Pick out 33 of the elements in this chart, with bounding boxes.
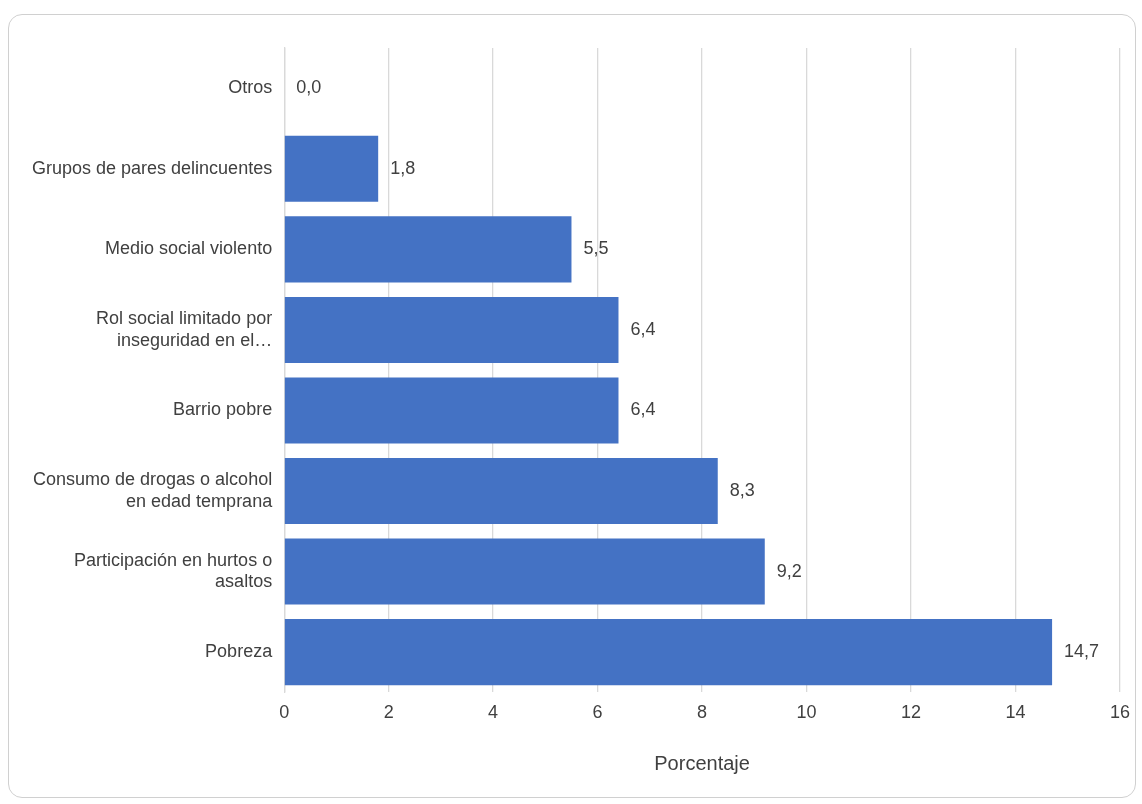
x-tick-label: 0: [279, 702, 290, 723]
y-tick-label: Barrio pobre: [173, 399, 273, 420]
data-label: 9,2: [776, 560, 802, 581]
x-tick-label: 2: [383, 702, 394, 723]
data-label: 5,5: [583, 238, 609, 259]
y-tick-label: Pobreza: [205, 641, 274, 662]
data-label: 0,0: [296, 77, 322, 98]
bar: [284, 216, 572, 283]
bar: [284, 619, 1053, 686]
data-label: 6,4: [630, 399, 656, 420]
x-axis-title: Porcentaje: [654, 751, 750, 774]
bar: [284, 296, 619, 363]
y-tick-label: Participación en hurtos o asaltos: [74, 549, 273, 592]
x-tick-label: 14: [1005, 702, 1026, 723]
x-tick-label: 12: [901, 702, 922, 723]
data-label: 8,3: [729, 479, 755, 500]
x-tick-label: 4: [488, 702, 499, 723]
bar: [284, 135, 379, 202]
x-tick-label: 6: [592, 702, 603, 723]
x-tick-label: 16: [1109, 702, 1131, 723]
data-label: 14,7: [1064, 641, 1100, 662]
y-tick-label: Otros: [228, 77, 273, 98]
y-tick-label: Consumo de drogas o alcohol en edad temprana: [33, 469, 274, 511]
y-tick-label: Grupos de pares delincuentes: [32, 157, 273, 178]
bar: [284, 377, 619, 444]
x-tick-label: 10: [796, 702, 817, 723]
bar: [284, 538, 765, 605]
bar: [284, 458, 718, 525]
data-label: 1,8: [390, 157, 416, 178]
y-tick-label: Rol social limitado por inseguridad en el…: [96, 308, 273, 350]
data-label: 6,4: [630, 318, 656, 339]
y-tick-label: Medio social violento: [105, 238, 273, 259]
x-tick-label: 8: [697, 702, 708, 723]
